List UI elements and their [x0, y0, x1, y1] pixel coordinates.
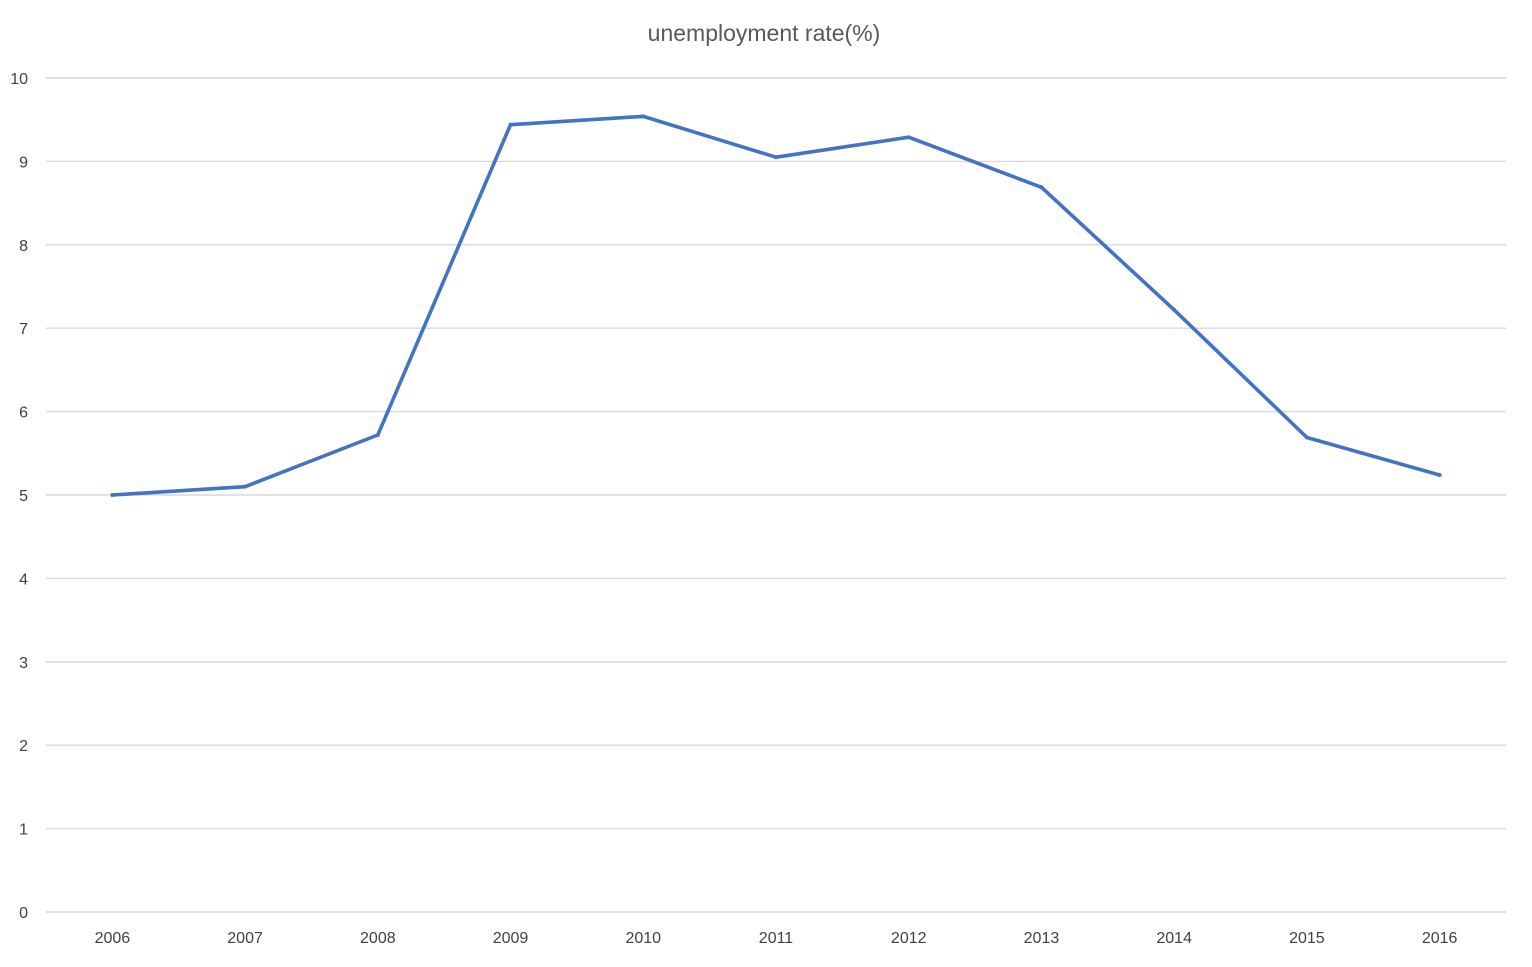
x-tick-label: 2016: [1422, 930, 1458, 947]
x-tick-label: 2007: [227, 930, 263, 947]
data-point-2016: [1437, 472, 1442, 477]
data-point-2013: [1039, 185, 1044, 190]
x-tick-label: 2013: [1024, 930, 1060, 947]
y-tick-label: 6: [19, 405, 28, 422]
x-tick-label: 2008: [360, 930, 396, 947]
x-tick-label: 2009: [493, 930, 529, 947]
y-axis-ticks: 0 1 2 3 4 5 6 7 8 9 10: [10, 71, 28, 922]
data-point-2014: [1172, 307, 1177, 312]
y-tick-label: 10: [10, 71, 28, 88]
y-tick-label: 1: [19, 822, 28, 839]
x-tick-label: 2006: [95, 930, 131, 947]
y-tick-label: 2: [19, 738, 28, 755]
data-point-2012: [906, 135, 911, 140]
x-tick-label: 2012: [891, 930, 927, 947]
x-tick-label: 2014: [1156, 930, 1192, 947]
y-tick-label: 5: [19, 488, 28, 505]
x-axis-ticks: 2006 2007 2008 2009 2010 2011 2012 2013 2014 2015…: [95, 930, 1458, 947]
data-point-2008: [375, 432, 380, 437]
y-tick-label: 4: [19, 571, 28, 588]
y-tick-label: 8: [19, 238, 28, 255]
data-point-2009: [508, 122, 513, 127]
y-tick-label: 3: [19, 655, 28, 672]
gridlines: [46, 77, 1506, 913]
chart-title: unemployment rate(%): [648, 20, 881, 46]
x-tick-label: 2010: [625, 930, 661, 947]
y-tick-label: 0: [19, 905, 28, 922]
y-tick-label: 9: [19, 154, 28, 171]
data-point-2006: [110, 493, 115, 497]
data-point-2011: [774, 155, 778, 160]
data-point-2007: [243, 484, 248, 489]
data-point-2010: [641, 114, 646, 119]
series-layer: [110, 114, 1442, 497]
x-tick-label: 2011: [759, 930, 794, 947]
series-line: [110, 114, 1442, 497]
x-tick-label: 2015: [1289, 930, 1325, 947]
y-tick-label: 7: [19, 321, 28, 338]
data-point-2015: [1304, 435, 1309, 440]
